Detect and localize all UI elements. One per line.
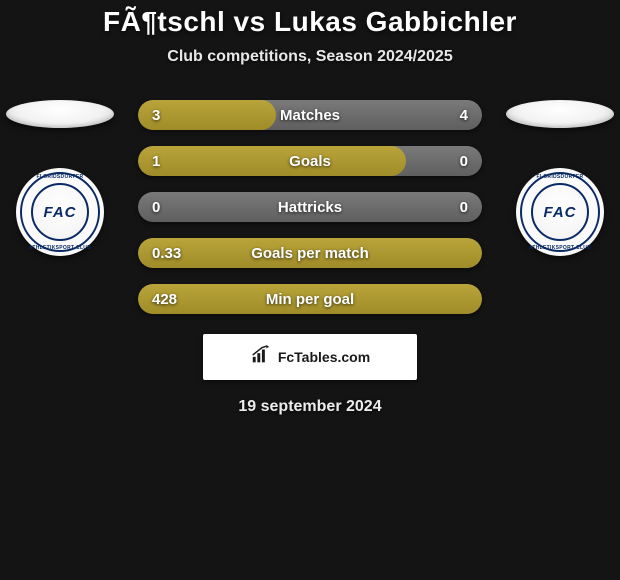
- body-row: FLORIDSDORFER FAC ATHLETIKSPORT-CLUB 3 Ma…: [0, 100, 620, 416]
- stat-bar: 1 Goals 0: [138, 146, 482, 176]
- stat-label: Goals per match: [251, 245, 369, 262]
- stat-left-value: 1: [152, 153, 160, 170]
- left-club-acronym: FAC: [44, 204, 77, 221]
- right-club-ring-top: FLORIDSDORFER: [516, 174, 604, 180]
- page-subtitle: Club competitions, Season 2024/2025: [0, 48, 620, 66]
- left-club-ring-bottom: ATHLETIKSPORT-CLUB: [16, 245, 104, 251]
- stat-left-value: 0.33: [152, 245, 181, 262]
- stat-label: Min per goal: [266, 291, 354, 308]
- right-club-logo-inner: FAC: [531, 183, 589, 241]
- left-club-logo: FLORIDSDORFER FAC ATHLETIKSPORT-CLUB: [16, 168, 104, 256]
- stat-label: Matches: [280, 107, 340, 124]
- stat-bar: 0.33 Goals per match: [138, 238, 482, 268]
- right-player-column: FLORIDSDORFER FAC ATHLETIKSPORT-CLUB: [500, 100, 620, 256]
- left-club-ring-top: FLORIDSDORFER: [16, 174, 104, 180]
- left-player-portrait-oval: [6, 100, 114, 128]
- stat-bar: 3 Matches 4: [138, 100, 482, 130]
- infographic-root: FÃ¶tschl vs Lukas Gabbichler Club compet…: [0, 0, 620, 416]
- stat-bar: 0 Hattricks 0: [138, 192, 482, 222]
- left-club-logo-inner: FAC: [31, 183, 89, 241]
- stats-column: 3 Matches 4 1 Goals 0 0 Hattricks 0 0.33 Goals per…: [120, 100, 500, 416]
- stat-label: Hattricks: [278, 199, 342, 216]
- stat-right-value: 4: [460, 107, 468, 124]
- credit-text: FcTables.com: [278, 349, 370, 365]
- stat-right-value: 0: [460, 153, 468, 170]
- page-title: FÃ¶tschl vs Lukas Gabbichler: [0, 6, 620, 38]
- right-player-portrait-oval: [506, 100, 614, 128]
- stat-label: Goals: [289, 153, 331, 170]
- stat-left-value: 428: [152, 291, 177, 308]
- right-club-logo: FLORIDSDORFER FAC ATHLETIKSPORT-CLUB: [516, 168, 604, 256]
- stat-right-value: 0: [460, 199, 468, 216]
- stats-list: 3 Matches 4 1 Goals 0 0 Hattricks 0 0.33 Goals per…: [138, 100, 482, 330]
- left-player-column: FLORIDSDORFER FAC ATHLETIKSPORT-CLUB: [0, 100, 120, 256]
- stat-bar: 428 Min per goal: [138, 284, 482, 314]
- right-club-ring-bottom: ATHLETIKSPORT-CLUB: [516, 245, 604, 251]
- chart-icon: [250, 344, 272, 371]
- stat-left-value: 3: [152, 107, 160, 124]
- footer-date: 19 september 2024: [238, 398, 381, 416]
- stat-left-value: 0: [152, 199, 160, 216]
- right-club-acronym: FAC: [544, 204, 577, 221]
- credit-box: FcTables.com: [203, 334, 417, 380]
